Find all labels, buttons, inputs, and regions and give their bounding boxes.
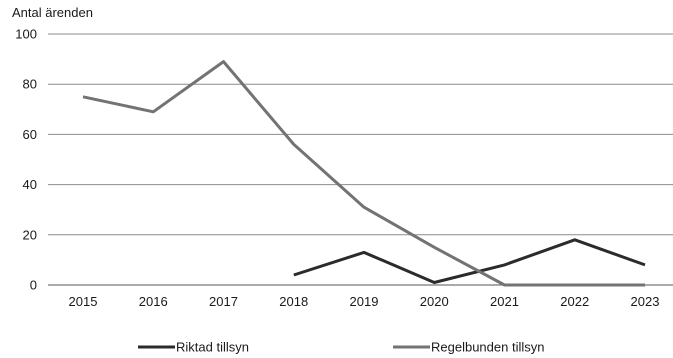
legend-label: Riktad tillsyn — [176, 340, 249, 355]
x-tick-label: 2019 — [350, 294, 379, 309]
y-tick-label: 20 — [23, 227, 37, 242]
y-tick-label: 60 — [23, 127, 37, 142]
x-tick-label: 2022 — [560, 294, 589, 309]
series-line-1 — [82, 60, 645, 287]
y-tick-label: 100 — [15, 27, 37, 42]
x-tick-label: 2020 — [420, 294, 449, 309]
y-axis-label: Antal ärenden — [12, 5, 93, 20]
y-tick-label: 0 — [30, 278, 37, 293]
legend-label: Regelbunden tillsyn — [431, 340, 544, 355]
x-tick-label: 2018 — [279, 294, 308, 309]
gridlines — [48, 33, 673, 286]
x-tick-label: 2015 — [69, 294, 98, 309]
x-tick-label: 2017 — [209, 294, 238, 309]
x-tick-labels: 2015 2016 2017 2018 2019 2020 2021 2022 2023 — [69, 294, 660, 309]
x-tick-label: 2016 — [139, 294, 168, 309]
legend: Riktad tillsyn Regelbunden tillsyn — [138, 340, 544, 355]
y-tick-labels: 0 20 40 60 80 100 — [15, 27, 37, 293]
x-tick-label: 2021 — [490, 294, 519, 309]
y-tick-label: 80 — [23, 77, 37, 92]
x-tick-label: 2023 — [631, 294, 660, 309]
series-line-0 — [293, 238, 646, 284]
series-lines — [82, 60, 646, 287]
y-tick-label: 40 — [23, 177, 37, 192]
